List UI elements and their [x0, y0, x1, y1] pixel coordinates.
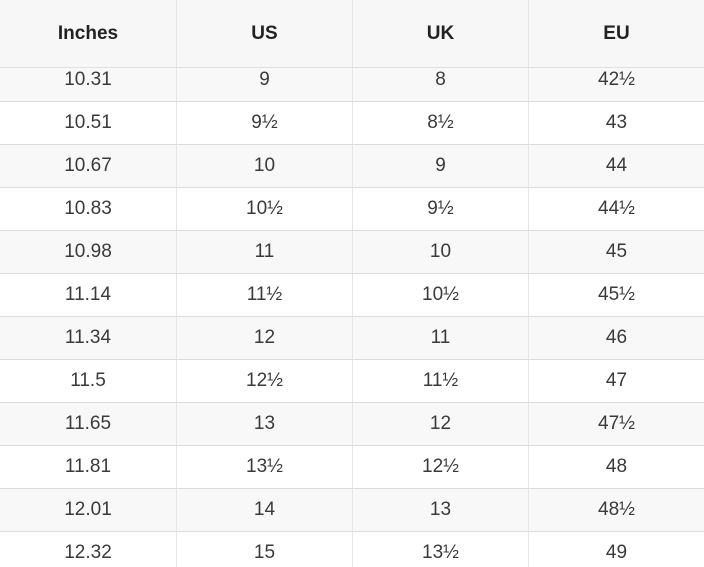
- header-inches: Inches: [0, 0, 177, 67]
- inches-cell: 11.5: [0, 360, 177, 402]
- table-row: 11.81 13½ 12½ 48: [0, 446, 704, 489]
- us-cell: 13: [177, 403, 353, 445]
- eu-cell: 46: [605, 327, 628, 348]
- eu-cell: 42½: [598, 69, 635, 90]
- eu-cell: 45½: [598, 284, 635, 305]
- table-row: 10.98 11 10 45: [0, 231, 704, 274]
- header-uk: UK: [353, 0, 529, 67]
- eu-cell: 44: [605, 155, 628, 176]
- inches-cell: 11.65: [0, 403, 177, 445]
- header-eu: EU: [603, 22, 630, 44]
- inches-cell: 11.14: [0, 274, 177, 316]
- uk-cell: 12½: [353, 446, 529, 488]
- eu-cell: 47: [605, 370, 628, 391]
- us-cell: 12½: [177, 360, 353, 402]
- uk-cell: 13: [353, 489, 529, 531]
- table-row: 10.67 10 9 44: [0, 145, 704, 188]
- eu-cell: 44½: [598, 198, 635, 219]
- inches-cell: 12.32: [0, 532, 177, 567]
- uk-cell: 9½: [353, 188, 529, 230]
- us-cell: 11: [177, 231, 353, 273]
- us-cell: 11½: [177, 274, 353, 316]
- uk-cell: 11: [353, 317, 529, 359]
- inches-cell: 10.67: [0, 145, 177, 187]
- table-row: 11.65 13 12 47½: [0, 403, 704, 446]
- inches-cell: 10.31: [0, 68, 177, 101]
- table-row: 11.14 11½ 10½ 45½: [0, 274, 704, 317]
- us-cell: 15: [177, 532, 353, 567]
- table-row: 10.83 10½ 9½ 44½: [0, 188, 704, 231]
- uk-cell: 9: [353, 145, 529, 187]
- table-row: 10.51 9½ 8½ 43: [0, 102, 704, 145]
- inches-cell: 10.83: [0, 188, 177, 230]
- table-header: Inches US UK EU: [0, 0, 704, 68]
- uk-cell: 10: [353, 231, 529, 273]
- inches-cell: 12.01: [0, 489, 177, 531]
- us-cell: 9½: [177, 102, 353, 144]
- eu-cell: 48: [605, 456, 628, 477]
- uk-cell: 12: [353, 403, 529, 445]
- inches-cell: 11.81: [0, 446, 177, 488]
- eu-cell: 48½: [598, 499, 635, 520]
- eu-cell: 47½: [598, 413, 635, 434]
- us-cell: 12: [177, 317, 353, 359]
- uk-cell: 11½: [353, 360, 529, 402]
- table-rows: 10.31 9 8 42½ 10.51 9½ 8½ 43 10.67 10 9 44 10.83 10½ 9…: [0, 68, 704, 567]
- table-row: 11.5 12½ 11½ 47: [0, 360, 704, 403]
- inches-cell: 10.51: [0, 102, 177, 144]
- header-us: US: [177, 0, 353, 67]
- us-cell: 13½: [177, 446, 353, 488]
- table-row: 12.32 15 13½ 49: [0, 532, 704, 567]
- eu-cell: 43: [605, 112, 628, 133]
- us-cell: 10½: [177, 188, 353, 230]
- us-cell: 10: [177, 145, 353, 187]
- table-row: 12.01 14 13 48½: [0, 489, 704, 532]
- uk-cell: 13½: [353, 532, 529, 567]
- uk-cell: 10½: [353, 274, 529, 316]
- inches-cell: 11.34: [0, 317, 177, 359]
- us-cell: 14: [177, 489, 353, 531]
- table-row: 10.31 9 8 42½: [0, 68, 704, 102]
- table-row: 11.34 12 11 46: [0, 317, 704, 360]
- inches-cell: 10.98: [0, 231, 177, 273]
- eu-cell: 49: [605, 542, 628, 563]
- uk-cell: 8½: [353, 102, 529, 144]
- eu-cell: 45: [605, 241, 628, 262]
- us-cell: 9: [177, 68, 353, 101]
- uk-cell: 8: [353, 68, 529, 101]
- table-body: 10.31 9 8 42½ 10.51 9½ 8½ 43 10.67 10 9 44 10.83 10½ 9…: [0, 68, 704, 567]
